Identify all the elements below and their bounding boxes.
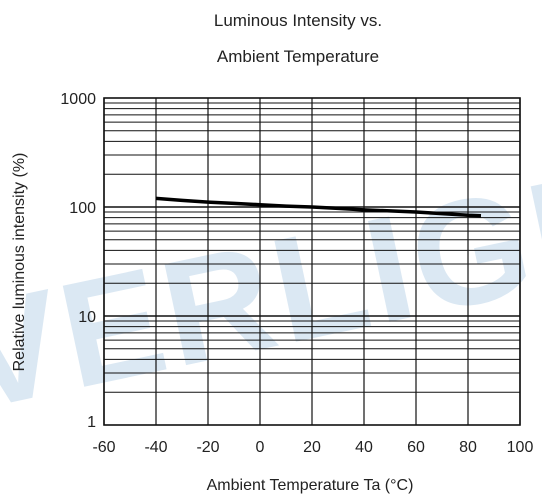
y-tick-label: 1000 <box>60 91 96 108</box>
x-tick-label: 20 <box>303 439 321 456</box>
watermark: EVERLIGHT <box>0 113 542 463</box>
grid <box>103 98 521 425</box>
x-tick-label: 60 <box>407 439 425 456</box>
chart-title-line1: Luminous Intensity vs. <box>214 11 382 30</box>
series-group <box>155 196 482 218</box>
y-tick-label: 1 <box>87 414 96 431</box>
x-tick-label: -40 <box>144 439 167 456</box>
y-axis-title: Relative luminous intensity (%) <box>11 153 28 372</box>
plot-frame-border <box>103 97 521 426</box>
y-tick-label: 100 <box>69 200 96 217</box>
y-tick-label: 10 <box>78 309 96 326</box>
series-line <box>155 196 482 218</box>
x-axis-title: Ambient Temperature Ta (°C) <box>207 477 414 494</box>
x-tick-label: -60 <box>92 439 115 456</box>
y-axis-ticks: 1 10 100 1000 <box>60 91 96 431</box>
x-tick-label: 80 <box>459 439 477 456</box>
x-tick-label: 0 <box>256 439 265 456</box>
x-axis-ticks: -60 -40 -20 0 20 40 60 80 100 <box>92 439 533 456</box>
watermark-text: EVERLIGHT <box>0 113 542 463</box>
x-tick-label: -20 <box>196 439 219 456</box>
chart-title-line2: Ambient Temperature <box>217 47 379 66</box>
x-tick-label: 100 <box>507 439 534 456</box>
plot-frame <box>103 97 521 426</box>
x-tick-label: 40 <box>355 439 373 456</box>
